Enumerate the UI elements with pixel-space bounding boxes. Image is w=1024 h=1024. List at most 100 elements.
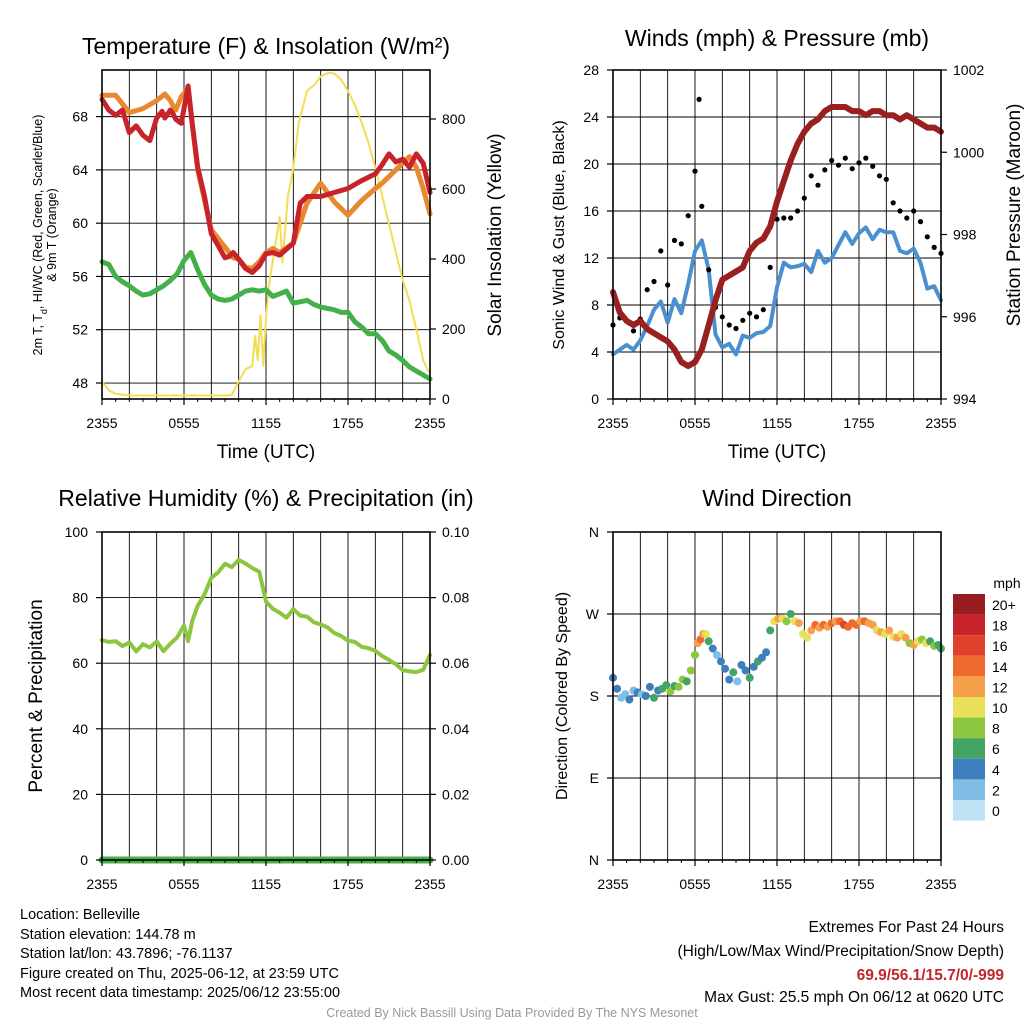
y-tick-label: N bbox=[589, 524, 599, 540]
dewpoint-line bbox=[99, 250, 433, 382]
chart-title: Relative Humidity (%) & Precipitation (i… bbox=[58, 485, 473, 511]
y-axis-label-part: , HI/WC (Red, Green, Scarlet/Blue) bbox=[31, 115, 45, 310]
y-tick-label: 4 bbox=[591, 344, 599, 360]
y-tick-label: 40 bbox=[72, 721, 88, 737]
gust-point bbox=[815, 182, 821, 188]
colorbar-swatch bbox=[953, 717, 985, 739]
gust-point bbox=[658, 248, 664, 254]
gust-point bbox=[644, 287, 650, 293]
elevation-text: Station elevation: 144.78 m bbox=[20, 926, 196, 943]
gust-point bbox=[665, 282, 671, 288]
colorbar-label: 18 bbox=[992, 618, 1008, 634]
x-axis-label: Time (UTC) bbox=[728, 442, 827, 463]
insolation-line bbox=[101, 71, 431, 397]
gust-point bbox=[856, 160, 862, 166]
direction-point bbox=[807, 626, 816, 635]
gust-point bbox=[651, 278, 657, 285]
direction-point bbox=[885, 626, 894, 635]
colorbar-label: 10 bbox=[992, 700, 1008, 716]
y-tick-label: E bbox=[590, 770, 599, 786]
direction-point bbox=[682, 677, 691, 686]
max-gust-text: Max Gust: 25.5 mph On 06/12 at 0620 UTC bbox=[704, 989, 1004, 1006]
y-tick-label: 8 bbox=[591, 297, 599, 313]
x-tick-label: 2355 bbox=[597, 415, 628, 431]
x-tick-label: 1155 bbox=[762, 876, 792, 892]
colorbar-label: 4 bbox=[992, 762, 1000, 778]
y-axis-label-line2: & 9m T (Orange) bbox=[45, 188, 59, 281]
direction-point bbox=[741, 666, 750, 675]
x-tick-label: 2355 bbox=[86, 876, 117, 892]
gust-point bbox=[842, 155, 848, 161]
gust-point bbox=[931, 244, 937, 250]
y-axis-label: Percent & Precipitation bbox=[26, 599, 47, 792]
colorbar: mph 20+ 18 16 14 12 10 8 6 4 2 0 bbox=[953, 575, 1021, 821]
gust-point bbox=[747, 310, 753, 316]
colorbar-title: mph bbox=[993, 575, 1020, 591]
gust-point bbox=[753, 314, 760, 320]
gust-point bbox=[863, 155, 869, 161]
y-tick-label: S bbox=[590, 688, 599, 704]
y-axis-label: 2m T, Td, HI/WC (Red, Green, Scarlet/Blu… bbox=[31, 115, 49, 356]
y-tick-label: 0 bbox=[591, 391, 599, 407]
direction-point bbox=[686, 666, 695, 675]
y-tick-label: 68 bbox=[72, 109, 88, 125]
x-tick-label: 2355 bbox=[414, 415, 445, 431]
gust-point bbox=[829, 157, 835, 164]
relative-humidity-line bbox=[100, 557, 432, 675]
gust-point bbox=[733, 325, 739, 332]
colorbar-label: 6 bbox=[992, 741, 1000, 757]
gust-point bbox=[870, 163, 876, 169]
chart-title: Temperature (F) & Insolation (W/m²) bbox=[82, 33, 450, 59]
y-tick-label: 12 bbox=[583, 250, 599, 266]
y-tick-label: 64 bbox=[72, 162, 88, 178]
colorbar-swatch bbox=[953, 635, 985, 656]
gust-point bbox=[801, 195, 807, 201]
y-tick-label: 52 bbox=[72, 322, 88, 338]
direction-point bbox=[762, 648, 771, 657]
direction-point bbox=[717, 657, 725, 666]
y-tick-label: 60 bbox=[72, 215, 88, 231]
latlon-text: Station lat/lon: 43.7896; -76.1137 bbox=[20, 946, 233, 963]
gust-point bbox=[890, 200, 896, 206]
gust-point bbox=[911, 208, 917, 214]
direction-point bbox=[662, 681, 671, 690]
y-tick-label: N bbox=[589, 852, 599, 868]
panel-3: 2355 0555 1155 1755 2355 0 20 40 60 80 100 0.00 0.02… bbox=[65, 524, 470, 892]
chart-title: Wind Direction bbox=[702, 485, 852, 511]
colorbar-label: 20+ bbox=[992, 597, 1016, 613]
direction-point bbox=[704, 637, 713, 646]
direction-point bbox=[725, 675, 734, 684]
x-tick-label: 1155 bbox=[762, 415, 792, 431]
y2-tick-label: 998 bbox=[953, 227, 977, 243]
gust-point bbox=[904, 215, 910, 221]
colorbar-swatch bbox=[953, 738, 985, 759]
panel-1: 2355 0555 1155 1755 2355 48 52 56 60 64 68 0 200 400 6… bbox=[72, 69, 466, 431]
gust-point bbox=[767, 264, 773, 270]
gust-point bbox=[685, 213, 691, 219]
credit-text: Created By Nick Bassill Using Data Provi… bbox=[326, 1006, 698, 1020]
y-axis-label: Direction (Colored By Speed) bbox=[554, 592, 571, 800]
y2-tick-label: 0.10 bbox=[442, 524, 469, 540]
gust-point bbox=[781, 215, 787, 221]
x-tick-label: 0555 bbox=[168, 876, 199, 892]
x-tick-label: 1755 bbox=[843, 415, 874, 431]
gust-point bbox=[788, 215, 794, 221]
x-tick-label: 1755 bbox=[332, 876, 363, 892]
y2-tick-label: 0.02 bbox=[442, 786, 469, 802]
y-axis-label-part: 2m T, T bbox=[31, 314, 45, 356]
y-tick-label: 56 bbox=[72, 268, 88, 284]
y-axis-label-subscript: d bbox=[39, 309, 49, 314]
x-tick-label: 1755 bbox=[843, 876, 874, 892]
gust-point bbox=[924, 234, 930, 240]
direction-point bbox=[745, 673, 754, 682]
colorbar-swatch bbox=[953, 614, 985, 636]
y-axis-label: Sonic Wind & Gust (Blue, Black) bbox=[551, 120, 568, 349]
y2-tick-label: 1000 bbox=[953, 144, 984, 160]
y-tick-label: 48 bbox=[72, 375, 88, 391]
direction-point bbox=[645, 682, 654, 691]
panel-2: 2355 0555 1155 1755 2355 0 4 8 12 16 20 24 28 994 996 9… bbox=[583, 62, 984, 431]
y2-tick-label: 0.06 bbox=[442, 655, 469, 671]
extremes-title: Extremes For Past 24 Hours bbox=[808, 919, 1004, 936]
gust-point bbox=[696, 96, 702, 102]
recent-data-text: Most recent data timestamp: 2025/06/12 2… bbox=[20, 985, 341, 1002]
